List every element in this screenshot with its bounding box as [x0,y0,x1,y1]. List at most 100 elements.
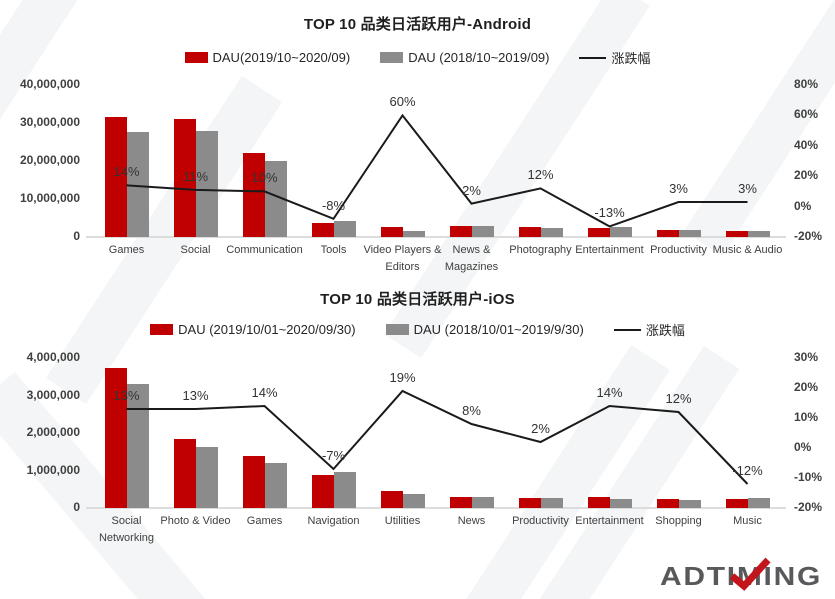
y-axis-tick: 2,000,000 [26,425,80,439]
category-label: Photography [509,244,572,256]
pct-change-label: 60% [389,94,416,110]
pct-axis-tick: 0% [794,440,812,454]
pct-change-label: 12% [527,167,554,183]
legend-label: DAU (2018/10/01~2019/9/30) [413,322,584,337]
pct-change-label: 10% [251,170,278,186]
ios-chart-title: TOP 10 品类日活跃用户-iOS [320,291,515,308]
dau-current-bar [518,498,541,508]
dau-previous-bar [471,226,494,237]
legend-label: DAU(2019/10~2020/09) [212,50,351,65]
dau-previous-bar [540,228,563,237]
category-label: Entertainment [575,515,644,527]
legend-swatch-line [613,328,641,331]
pct-change-label: 2% [462,182,481,198]
legend-item-dau-current: DAU(2019/10~2020/09) [184,50,351,65]
legend-swatch-gray [385,324,409,335]
pct-axis-tick: 20% [794,380,819,394]
legend-label: 涨跌幅 [611,51,651,66]
y-axis-tick: 4,000,000 [26,350,80,364]
pct-axis-tick: -10% [794,470,823,484]
trend-line [126,113,748,228]
category-label: Games [108,244,145,256]
legend-swatch-line [579,56,607,59]
category-label: News & Magazines [444,244,499,274]
dau-current-bar [311,223,334,237]
dau-previous-bar [126,384,149,508]
pct-change-label: 3% [669,181,688,197]
category-label: Productivity [512,515,569,527]
legend-label: DAU (2018/10~2019/09) [408,50,550,65]
pct-axis-tick: 20% [794,168,819,183]
dau-previous-bar [540,498,563,508]
dau-previous-bar [747,498,770,508]
pct-change-label: -8% [321,197,346,213]
dau-previous-bar [678,500,701,508]
pct-change-label: 14% [251,385,278,400]
trend-polyline [126,389,749,485]
pct-axis-tick: 60% [794,107,819,122]
dau-previous-bar [195,131,218,237]
adtiming-logo: ADTIMING [660,554,830,594]
pct-change-label: -12% [732,463,763,478]
y-axis-tick: 20,000,000 [19,153,80,167]
pct-change-label: 11% [182,168,209,184]
y-axis-tick: 1,000,000 [26,462,80,477]
legend-item-dau-previous: DAU (2018/10/01~2019/9/30) [385,322,584,337]
pct-axis-tick: 10% [794,410,819,424]
category-label: Social Networking [98,515,155,545]
dau-current-bar [449,226,472,237]
dau-previous-bar [609,227,632,237]
pct-change-label: 14% [596,385,623,400]
pct-change-label: 2% [531,421,550,436]
dau-current-bar [311,475,334,508]
y-axis-tick: 10,000,000 [19,191,80,205]
pct-change-label: 14% [113,164,140,180]
category-label: Music & Audio [712,244,783,256]
category-label: Communication [226,244,303,256]
category-label: Utilities [384,515,421,527]
dau-previous-bar [333,472,356,508]
dau-previous-bar [126,132,149,237]
category-label: Social [180,244,211,256]
category-label: Games [246,515,283,527]
ios-plot-area: 4,000,000 3,000,000 2,000,000 1,000,000 0 30%… [27,350,822,544]
legend-item-dau-previous: DAU (2018/10~2019/09) [380,50,549,65]
android-chart-title: TOP 10 品类日活跃用户-Android [303,16,532,33]
legend-label: DAU (2019/10/01~2020/09/30) [178,322,356,337]
legend-swatch-red [184,52,208,63]
pct-axis-tick: 40% [794,137,819,152]
category-label: News [457,515,486,527]
trend-polyline [126,113,748,228]
dau-current-bar [242,456,265,508]
category-label: Music [733,515,762,527]
dau-current-bar [104,368,127,508]
pct-axis-tick: -20% [794,229,823,243]
trend-line [126,389,749,485]
pct-change-label: 8% [462,403,481,418]
category-label: Video Players & Editors [363,244,442,274]
y-axis-tick: 0 [73,500,80,514]
y-axis-tick: 0 [73,229,80,243]
x-axis-line [86,236,786,238]
legend-item-trend: 涨跌幅 [579,48,651,67]
x-axis-line [86,507,786,509]
dau-current-bar [380,491,403,508]
legend-swatch-gray [380,52,404,63]
category-label: Productivity [650,244,707,256]
ios-chart-legend: DAU (2019/10/01~2020/09/30) DAU (2018/10… [0,320,835,339]
dau-current-bar [656,230,679,237]
dau-previous-bar [402,494,425,508]
dau-previous-bar [264,161,287,237]
dau-current-bar [725,499,748,508]
dau-current-bar [380,227,403,237]
dau-current-bar [104,117,127,237]
pct-axis-tick: 80% [794,77,819,91]
dau-current-bar [242,153,265,237]
android-plot-area: 40,000,000 30,000,000 20,000,000 10,000,000… [20,77,822,273]
dau-current-bar [725,231,748,237]
category-label: Photo & Video [160,515,231,527]
dau-previous-bar [678,230,701,237]
dau-previous-bar [609,499,632,508]
dau-current-bar [173,439,196,508]
